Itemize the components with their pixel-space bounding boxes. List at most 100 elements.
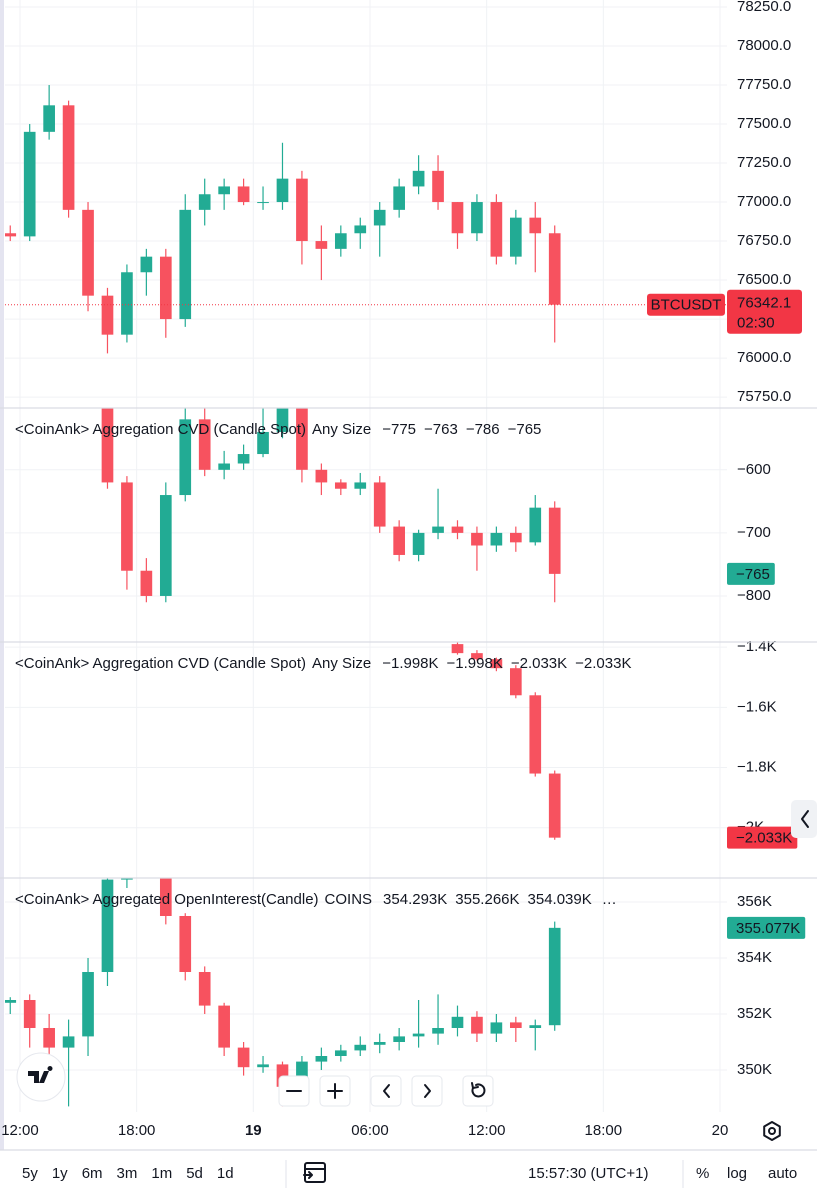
candle-body: [82, 971, 94, 1037]
x-tick-label: 12:00: [1, 1122, 39, 1139]
candle-body: [218, 463, 230, 470]
candle-body: [237, 1047, 250, 1068]
candle-body: [529, 217, 542, 234]
legend-value: −1.998K: [447, 655, 503, 672]
candle-body: [548, 773, 561, 838]
tag-background: [727, 826, 798, 849]
candle-body: [296, 408, 308, 470]
candle-body: [198, 971, 211, 1006]
y-tick-label: −700: [737, 524, 771, 541]
candle-body: [121, 272, 133, 335]
candle-body: [276, 178, 289, 203]
zoom-in-button[interactable]: [319, 1075, 351, 1107]
legend-value: −763: [424, 421, 458, 438]
grid-layer: [5, 0, 727, 1112]
x-tick-label: 12:00: [468, 1122, 506, 1139]
candle-body: [159, 878, 172, 916]
candle-body: [63, 350, 75, 369]
y-tick-label: 352K: [737, 1005, 772, 1022]
candles: [5, 85, 561, 354]
candle-body: [471, 1016, 483, 1034]
y-tick-label: −1.4K: [737, 638, 777, 655]
candle-body: [432, 170, 444, 203]
candle-body: [490, 532, 503, 546]
candle-body: [490, 659, 503, 669]
candle-body: [218, 1005, 230, 1048]
zoom-out-button[interactable]: [278, 1075, 310, 1107]
candle-body: [101, 408, 114, 483]
legend-value: −2.033K: [575, 655, 631, 672]
y-tick-label: 356K: [737, 893, 772, 910]
candle-body: [198, 194, 211, 210]
candle-body: [141, 866, 153, 869]
period-button[interactable]: 1d: [217, 1165, 234, 1182]
settings-button[interactable]: [763, 1121, 781, 1141]
price-tag: [727, 289, 802, 334]
candle-body: [179, 915, 192, 972]
candle-body: [529, 507, 542, 543]
reset-button[interactable]: [462, 1075, 494, 1107]
candle-body: [529, 1025, 542, 1028]
legend-value: −2.033K: [511, 655, 567, 672]
candle-body: [82, 209, 94, 296]
y-tick-label: −600: [737, 461, 771, 478]
period-button[interactable]: 5d: [186, 1165, 203, 1182]
candle-body: [471, 532, 483, 546]
scroll-left-button[interactable]: [370, 1075, 402, 1107]
y-tick-label: 77000.0: [737, 193, 791, 210]
candle-body: [471, 653, 483, 660]
legend-value: −786: [466, 421, 500, 438]
tag-label: 355.077K: [736, 920, 800, 937]
candle-body: [451, 526, 464, 533]
candle-body: [432, 526, 444, 533]
indicator-subtitle: Any Size: [312, 421, 371, 438]
x-tick-label: 18:00: [585, 1122, 623, 1139]
collapse-button[interactable]: [791, 800, 817, 838]
goto-date-button[interactable]: [303, 1162, 326, 1183]
candle-body: [334, 233, 347, 249]
candle-body: [5, 999, 17, 1003]
candle-body: [82, 369, 94, 394]
legend-value: −775: [382, 421, 416, 438]
last-value-tag: −2.033K: [727, 826, 798, 849]
legend-value: 354.039K: [528, 891, 592, 908]
legend-value: −1.998K: [382, 655, 438, 672]
x-tick-label: 19: [245, 1122, 262, 1139]
tag-background: [727, 916, 806, 939]
x-tick-label: 06:00: [351, 1122, 389, 1139]
period-button[interactable]: 3m: [117, 1165, 138, 1182]
candle-body: [334, 482, 347, 489]
candle-body: [198, 419, 211, 470]
period-button[interactable]: 1m: [151, 1165, 172, 1182]
candle-body: [296, 178, 308, 242]
tag-label: −765: [736, 566, 770, 583]
candle-body: [393, 526, 405, 555]
candle-body: [315, 469, 328, 483]
auto-toggle[interactable]: auto: [768, 1165, 797, 1182]
candle-body: [101, 879, 114, 972]
candle-body: [237, 454, 250, 464]
candle-body: [471, 202, 483, 234]
bottom-toolbar: 15:57:30 (UTC+1) % log auto 5y 1y 6m 3m 1m 5d…: [22, 1160, 797, 1188]
candle-body: [354, 225, 367, 234]
candle-body: [43, 105, 55, 132]
percent-toggle[interactable]: %: [696, 1165, 709, 1182]
candles: [451, 642, 561, 840]
period-button[interactable]: 6m: [82, 1165, 103, 1182]
candle-body: [179, 419, 192, 496]
y-tick-label: 76000.0: [737, 349, 791, 366]
candle-body: [257, 202, 269, 204]
y-tick-label: 78250.0: [737, 0, 791, 15]
y-tick-label: 76500.0: [737, 271, 791, 288]
symbol-tag: [647, 293, 725, 316]
candle-body: [509, 532, 522, 543]
candle-body: [548, 233, 561, 305]
log-toggle[interactable]: log: [727, 1165, 747, 1182]
indicator-subtitle: Any Size: [312, 655, 371, 672]
period-button[interactable]: 1y: [52, 1165, 68, 1182]
scroll-right-button[interactable]: [411, 1075, 443, 1107]
period-button[interactable]: 5y: [22, 1165, 38, 1182]
candle-body: [432, 1027, 444, 1034]
candle-body: [159, 256, 172, 320]
candle-body: [276, 408, 289, 432]
